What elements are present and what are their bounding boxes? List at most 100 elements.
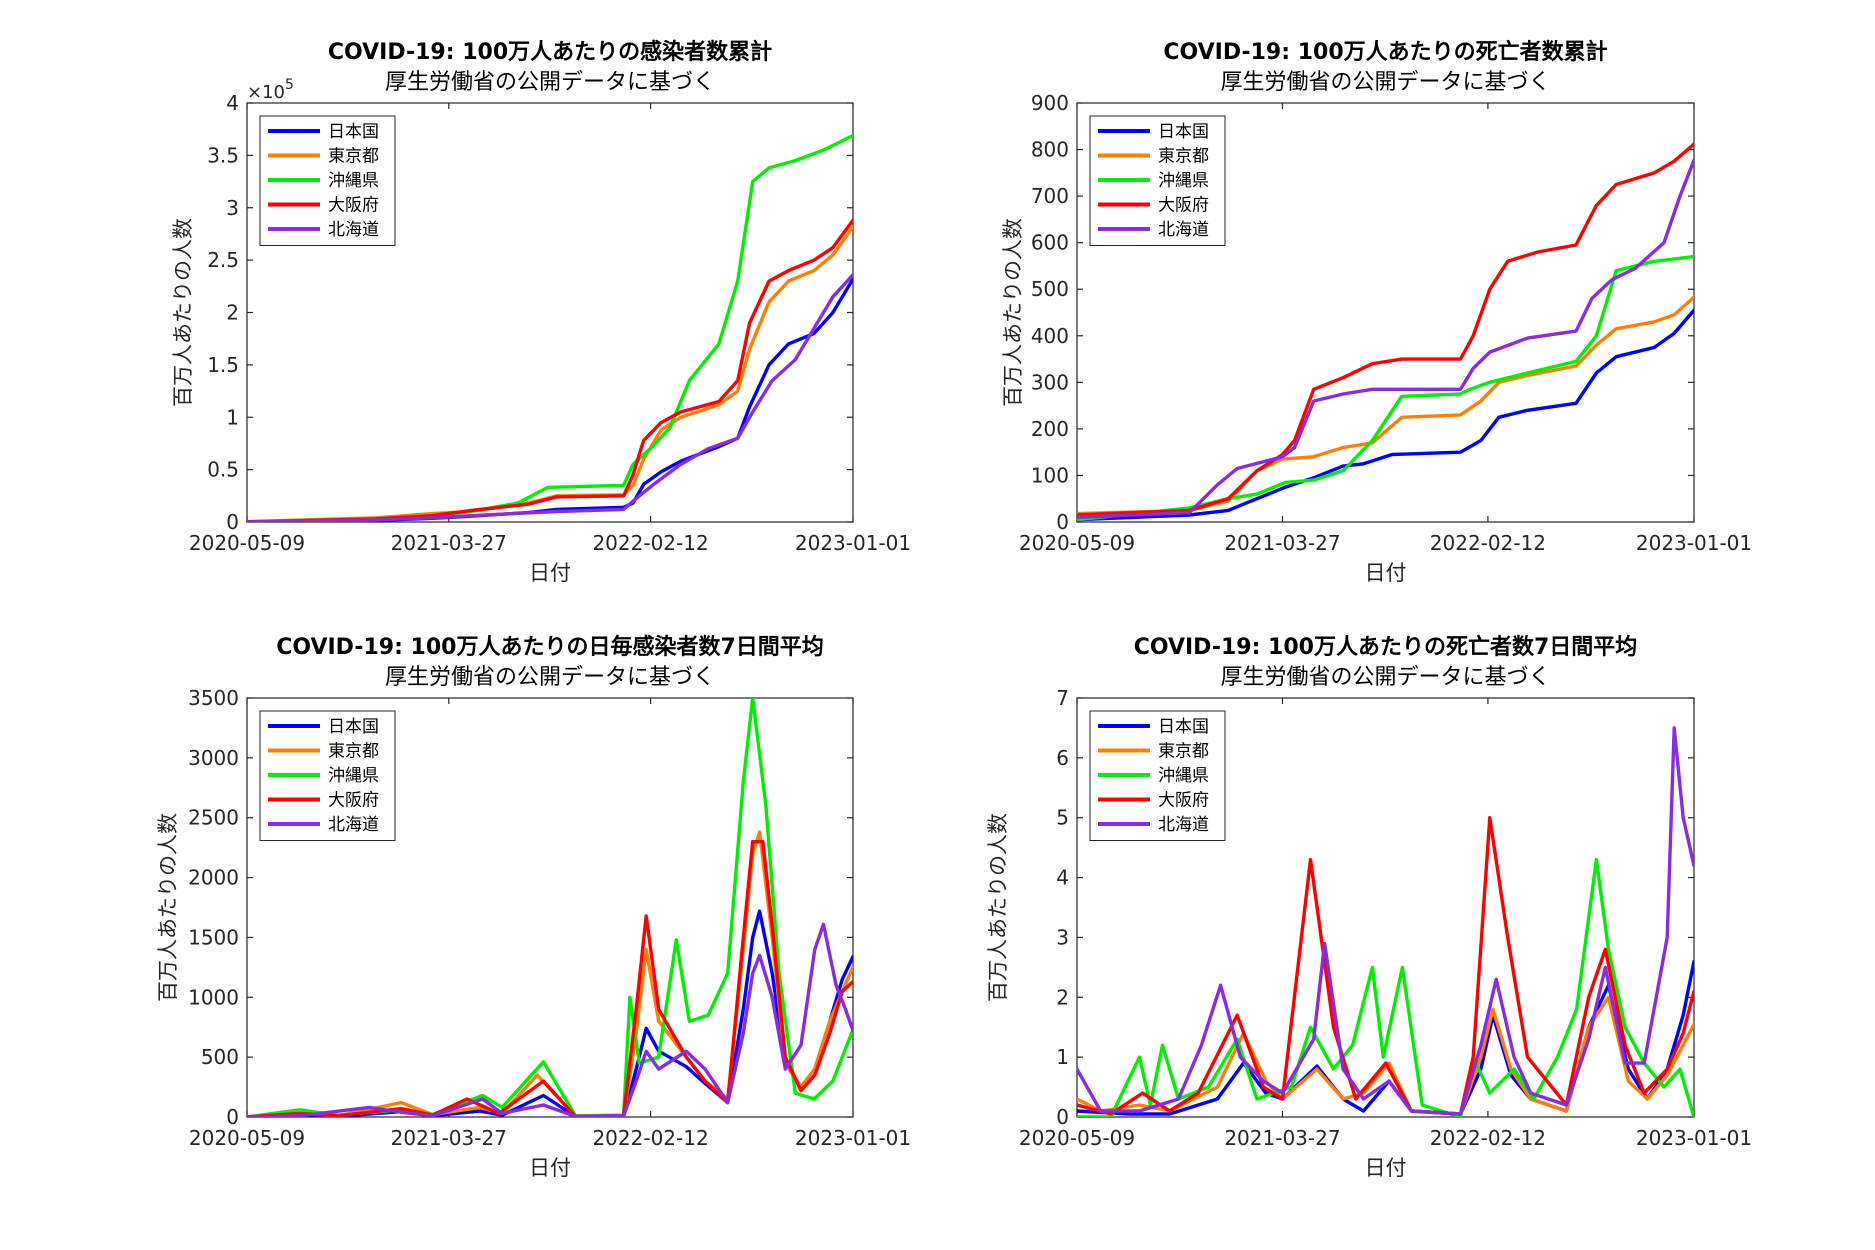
- y-tick-label: 0: [226, 1105, 239, 1129]
- chart-title: COVID-19: 100万人あたりの死亡者数7日間平均: [1134, 634, 1638, 660]
- chart-subtitle: 厚生労働省の公開データに基づく: [385, 70, 715, 95]
- y-tick-label: 7: [1056, 686, 1069, 710]
- series-lines: [247, 133, 853, 522]
- legend-entry-1: 東京都: [1158, 742, 1209, 762]
- y-axis-label: 百万人あたりの人数: [1001, 218, 1025, 407]
- x-tick-label: 2023-01-01: [795, 1126, 911, 1150]
- legend-box: [259, 115, 396, 246]
- legend-entry-4: 北海道: [1158, 815, 1209, 835]
- x-tick-label: 2021-03-27: [1224, 1126, 1340, 1150]
- series-line-0: [1077, 308, 1694, 522]
- panel-daily-cases-7day-avg: COVID-19: 100万人あたりの日毎感染者数7日間平均厚生労働省の公開デー…: [156, 634, 911, 1180]
- y-tick-label: 3500: [188, 686, 239, 710]
- y-tick-label: 300: [1031, 370, 1069, 394]
- x-tick-label: 2023-01-01: [1636, 531, 1752, 555]
- y-tick-label: 1500: [188, 925, 239, 949]
- y-tick-label: 800: [1031, 138, 1069, 162]
- legend-entry-1: 東京都: [1158, 147, 1209, 167]
- x-tick-label: 2023-01-01: [1636, 1126, 1752, 1150]
- x-tick-label: 2023-01-01: [795, 531, 911, 555]
- y-tick-label: 0.5: [207, 458, 239, 482]
- y-exponent-base: ×10: [247, 82, 285, 103]
- panel-cumulative-deaths: COVID-19: 100万人あたりの死亡者数累計厚生労働省の公開データに基づく…: [1001, 39, 1752, 585]
- chart-title: COVID-19: 100万人あたりの死亡者数累計: [1163, 39, 1607, 65]
- legend-entry-2: 沖縄県: [1158, 171, 1209, 191]
- y-tick-label: 500: [1031, 277, 1069, 301]
- series-line-4: [247, 922, 853, 1117]
- y-tick-label: 100: [1031, 463, 1069, 487]
- x-tick-label: 2022-02-12: [1430, 531, 1546, 555]
- y-exponent-power: 5: [285, 77, 294, 93]
- x-tick-label: 2022-02-12: [592, 531, 708, 555]
- y-tick-label: 1000: [188, 985, 239, 1009]
- legend-entry-3: 大阪府: [1158, 791, 1209, 811]
- legend-entry-0: 日本国: [328, 122, 379, 142]
- panel-cumulative-cases: COVID-19: 100万人あたりの感染者数累計厚生労働省の公開データに基づく…: [171, 39, 911, 585]
- legend-entry-2: 沖縄県: [328, 171, 379, 191]
- x-tick-label: 2020-05-09: [189, 531, 305, 555]
- chart-title: COVID-19: 100万人あたりの感染者数累計: [328, 39, 772, 65]
- y-tick-label: 600: [1031, 231, 1069, 255]
- x-axis-label: 日付: [1365, 1156, 1407, 1180]
- legend-entry-1: 東京都: [328, 147, 379, 167]
- x-tick-label: 2021-03-27: [391, 1126, 507, 1150]
- y-tick-label: 6: [1056, 746, 1069, 770]
- series-line-2: [1077, 254, 1694, 522]
- legend-entry-3: 大阪府: [328, 196, 379, 216]
- y-tick-label: 0: [226, 510, 239, 534]
- series-lines: [1077, 142, 1694, 522]
- y-tick-label: 500: [201, 1045, 239, 1069]
- chart-subtitle: 厚生労働省の公開データに基づく: [1220, 665, 1550, 690]
- x-tick-label: 2021-03-27: [391, 531, 507, 555]
- legend-entry-3: 大阪府: [1158, 196, 1209, 216]
- legend-entry-4: 北海道: [1158, 220, 1209, 240]
- legend-entry-4: 北海道: [328, 815, 379, 835]
- y-tick-label: 1.5: [207, 353, 239, 377]
- legend-entry-1: 東京都: [328, 742, 379, 762]
- x-axis-label: 日付: [529, 561, 571, 585]
- legend-entry-4: 北海道: [328, 220, 379, 240]
- legend-entry-0: 日本国: [1158, 122, 1209, 142]
- x-tick-label: 2021-03-27: [1224, 531, 1340, 555]
- panel-daily-deaths-7day-avg: COVID-19: 100万人あたりの死亡者数7日間平均厚生労働省の公開データに…: [986, 634, 1752, 1180]
- series-line-4: [1077, 158, 1694, 519]
- series-line-3: [247, 218, 853, 522]
- chart-subtitle: 厚生労働省の公開データに基づく: [1220, 70, 1550, 95]
- x-axis-label: 日付: [1365, 561, 1407, 585]
- y-tick-label: 2.5: [207, 248, 239, 272]
- chart-title: COVID-19: 100万人あたりの日毎感染者数7日間平均: [276, 634, 824, 660]
- y-tick-label: 3: [1056, 925, 1069, 949]
- y-tick-label: 200: [1031, 417, 1069, 441]
- x-tick-label: 2020-05-09: [1019, 531, 1135, 555]
- y-axis-label: 百万人あたりの人数: [171, 218, 195, 407]
- x-tick-label: 2020-05-09: [189, 1126, 305, 1150]
- series-lines: [247, 698, 853, 1117]
- legend-entry-0: 日本国: [1158, 717, 1209, 737]
- series-line-4: [1077, 726, 1694, 1116]
- y-tick-label: 3000: [188, 746, 239, 770]
- y-tick-label: 0: [1056, 1105, 1069, 1129]
- legend-entry-3: 大阪府: [328, 791, 379, 811]
- y-tick-label: 400: [1031, 324, 1069, 348]
- y-exponent-label: ×105: [247, 77, 294, 103]
- y-tick-label: 2000: [188, 866, 239, 890]
- x-tick-label: 2020-05-09: [1019, 1126, 1135, 1150]
- y-tick-label: 2500: [188, 806, 239, 830]
- x-tick-label: 2022-02-12: [592, 1126, 708, 1150]
- chart-subtitle: 厚生労働省の公開データに基づく: [385, 665, 715, 690]
- series-lines: [1077, 726, 1694, 1117]
- y-tick-label: 2: [226, 301, 239, 325]
- y-tick-label: 3: [226, 196, 239, 220]
- y-tick-label: 5: [1056, 806, 1069, 830]
- y-tick-label: 1: [226, 405, 239, 429]
- y-tick-label: 900: [1031, 91, 1069, 115]
- series-line-3: [1077, 142, 1694, 517]
- y-tick-label: 4: [226, 91, 239, 115]
- y-tick-label: 700: [1031, 184, 1069, 208]
- x-axis-label: 日付: [529, 1156, 571, 1180]
- legend-entry-0: 日本国: [328, 717, 379, 737]
